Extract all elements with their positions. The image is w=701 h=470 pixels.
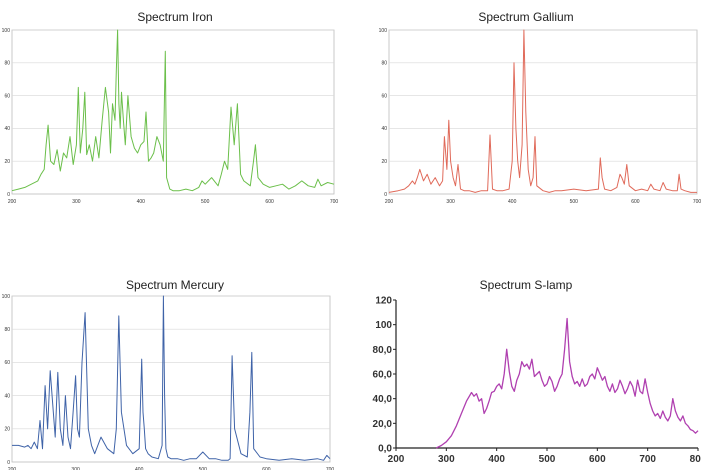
chart-title-gallium: Spectrum Gallium xyxy=(478,10,574,24)
x-tick-label: 300 xyxy=(72,199,81,205)
y-tick-label: 20 xyxy=(381,159,387,165)
y-tick-label: 60 xyxy=(4,93,10,99)
x-tick-label: 600 xyxy=(631,199,640,205)
x-tick-label: 200 xyxy=(8,467,17,470)
chart-slamp: 0,0 20,0 40,0 60,0 80,0 100 120 200 300 400 500 600… xyxy=(373,296,701,466)
x-tick-label: 600 xyxy=(265,199,274,205)
y-tick-label: 100 xyxy=(379,28,388,34)
chart-title-slamp: Spectrum S-lamp xyxy=(479,278,573,292)
chart-panel-slamp: Spectrum S-lamp 0,0 20,0 40,0 60,0 80,0 100 12… xyxy=(351,240,701,470)
series-line-gallium xyxy=(388,29,697,193)
y-tick-label: 80,0 xyxy=(373,345,393,356)
x-tick-label: 200 xyxy=(8,199,17,205)
x-tick-label: 500 xyxy=(199,467,208,470)
x-tick-label: 400 xyxy=(508,199,517,205)
x-tick-label: 300 xyxy=(71,467,80,470)
chart-panel-iron: Spectrum Iron 0 20 40 60 80 100 200 300 400 500 60… xyxy=(0,0,350,232)
x-tick-label: 400 xyxy=(488,454,505,465)
y-tick-label: 100 xyxy=(375,320,392,331)
y-tick-label: 0 xyxy=(7,192,10,198)
y-tick-label: 40 xyxy=(381,126,387,132)
y-tick-label: 80 xyxy=(381,61,387,67)
x-tick-label: 700 xyxy=(639,454,656,465)
x-tick-label: 500 xyxy=(201,199,210,205)
x-tick-label: 500 xyxy=(570,199,579,205)
chart-title-iron: Spectrum Iron xyxy=(137,10,213,24)
x-tick-label: 300 xyxy=(446,199,455,205)
x-tick-label: 300 xyxy=(438,454,455,465)
x-tick-label: 700 xyxy=(326,467,335,470)
y-tick-label: 60 xyxy=(4,360,10,366)
y-tick-label: 60 xyxy=(381,93,387,99)
x-tick-label: 600 xyxy=(589,454,606,465)
plot-frame xyxy=(388,29,698,195)
y-tick-label: 0,0 xyxy=(378,444,392,455)
plot-frame xyxy=(11,295,331,463)
y-tick-label: 0 xyxy=(7,460,10,466)
y-tick-label: 40 xyxy=(4,126,10,132)
x-tick-label: 700 xyxy=(330,199,339,205)
x-tick-label: 400 xyxy=(137,199,146,205)
y-tick-label: 120 xyxy=(375,296,392,307)
y-tick-label: 40 xyxy=(4,393,10,399)
y-tick-label: 100 xyxy=(2,294,11,300)
y-tick-label: 20 xyxy=(4,427,10,433)
y-tick-label: 80 xyxy=(4,61,10,67)
x-tick-label: 600 xyxy=(262,467,271,470)
y-tick-label: 80 xyxy=(4,327,10,333)
x-tick-label: 200 xyxy=(388,454,405,465)
series-line-iron xyxy=(11,29,335,192)
x-tick-label: 800 xyxy=(690,454,701,465)
x-tick-label: 200 xyxy=(385,199,394,205)
series-line-slamp xyxy=(436,317,699,449)
chart-panel-gallium: Spectrum Gallium 0 20 40 60 80 100 200 300 400 50… xyxy=(351,0,701,232)
y-tick-label: 20 xyxy=(4,159,10,165)
x-tick-label: 500 xyxy=(539,454,556,465)
y-tick-label: 20,0 xyxy=(373,419,393,430)
series-line-mercury xyxy=(12,295,331,461)
chart-gallium: 0 20 40 60 80 100 200 300 400 500 600 700 xyxy=(379,28,701,205)
x-tick-label: 700 xyxy=(693,199,701,205)
y-tick-label: 100 xyxy=(2,28,11,34)
chart-mercury: 0 20 40 60 80 100 200 300 400 500 600 700 xyxy=(2,294,335,470)
x-tick-label: 400 xyxy=(135,467,144,470)
y-tick-label: 0 xyxy=(384,192,387,198)
y-tick-label: 60,0 xyxy=(373,370,393,381)
y-tick-label: 40,0 xyxy=(373,394,393,405)
chart-title-mercury: Spectrum Mercury xyxy=(125,278,225,292)
chart-iron: 0 20 40 60 80 100 200 300 400 500 600 700 xyxy=(2,28,339,205)
chart-panel-mercury: Spectrum Mercury 0 20 40 60 80 100 200 300 400 50… xyxy=(0,240,350,470)
